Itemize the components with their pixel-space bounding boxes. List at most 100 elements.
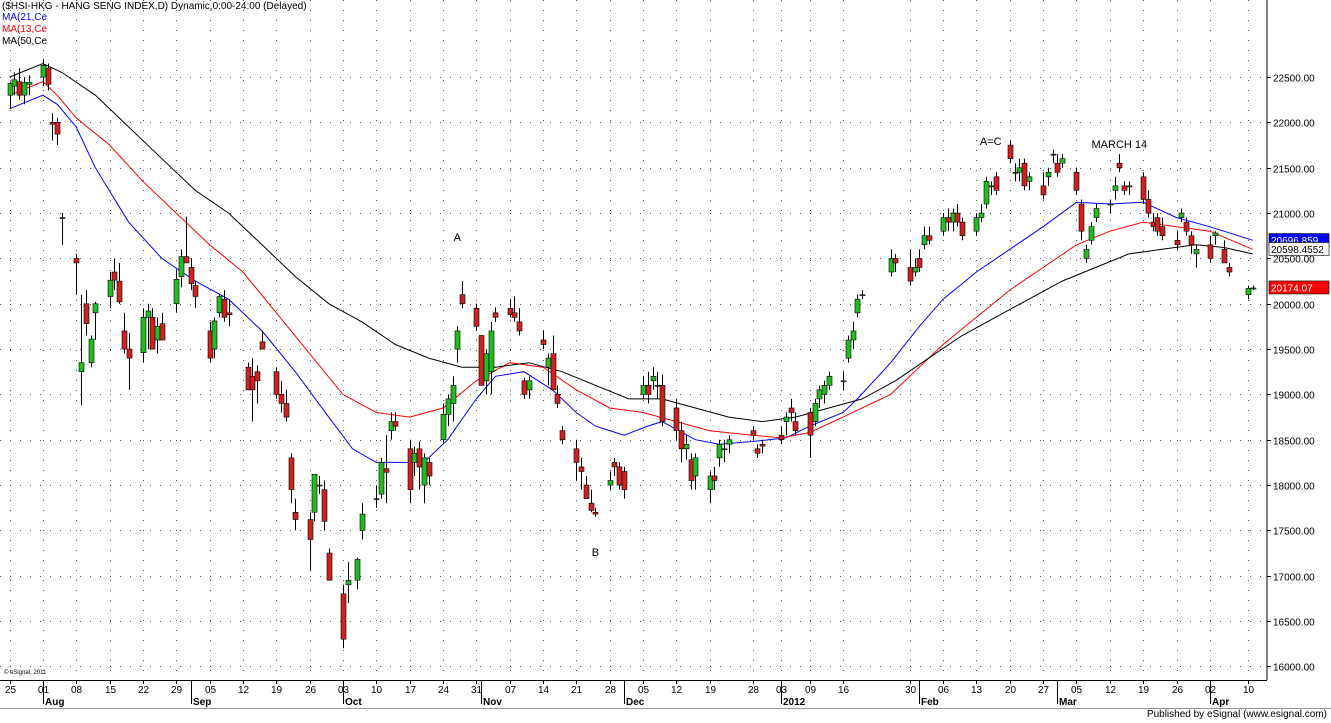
x-tick-label: 28 xyxy=(748,685,760,696)
candle-body xyxy=(1054,162,1061,173)
wave-label-a: A xyxy=(453,232,461,245)
candle-body xyxy=(607,480,614,486)
price-label-text: 20696.859 xyxy=(1271,236,1319,247)
x-tick-label: 26 xyxy=(305,685,317,696)
candle-body xyxy=(145,310,152,318)
candle-body xyxy=(1026,176,1033,182)
candle-body xyxy=(183,256,190,264)
candle-body xyxy=(440,414,447,441)
candle-body xyxy=(188,267,195,285)
candle-body xyxy=(912,267,919,273)
candle-body xyxy=(1059,158,1066,164)
candle-body xyxy=(488,330,495,373)
x-tick-label: 05 xyxy=(1071,685,1083,696)
candle-body xyxy=(88,338,95,363)
candle-body xyxy=(611,462,618,468)
candle-body xyxy=(678,430,685,450)
candle-body xyxy=(707,475,714,490)
candle-body xyxy=(192,285,199,297)
wave-label-b: B xyxy=(591,547,600,560)
candle-body xyxy=(11,79,18,87)
candle-body xyxy=(140,317,147,353)
candle-body xyxy=(7,83,14,96)
candle-body xyxy=(1007,144,1014,159)
wave-label-a-equals-c: A=C xyxy=(979,136,1002,149)
candle-body xyxy=(283,403,290,418)
candle-body xyxy=(326,552,333,581)
x-tick-label: 19 xyxy=(271,685,283,696)
candle-body xyxy=(550,353,557,391)
candle-body xyxy=(278,394,285,404)
candle-body xyxy=(645,385,652,395)
candle-body xyxy=(1140,176,1147,200)
candle-layer xyxy=(7,58,1257,649)
candle-body xyxy=(21,82,28,96)
candle-body xyxy=(1159,226,1166,237)
candle-body xyxy=(321,489,328,522)
candle-body xyxy=(411,453,418,463)
candle-body xyxy=(1093,208,1100,218)
candle-body xyxy=(859,294,866,296)
y-tick-label: 19500.00 xyxy=(1273,346,1315,357)
month-label: Feb xyxy=(921,697,939,708)
footer-bar xyxy=(0,708,1331,723)
x-tick-label: 19 xyxy=(705,685,717,696)
candle-body xyxy=(1145,199,1152,214)
x-tick-label: 12 xyxy=(671,685,683,696)
month-label: Apr xyxy=(1212,697,1229,708)
x-tick-label: 05 xyxy=(638,685,650,696)
candle-body xyxy=(16,81,23,96)
candle-body xyxy=(73,258,80,264)
chart-title: ($HSI-HKG - HANG SENG INDEX,D) Dynamic,0… xyxy=(2,1,307,12)
candle-body xyxy=(216,296,223,314)
candle-body xyxy=(640,385,647,395)
candle-body xyxy=(1154,217,1161,232)
candle-body xyxy=(1112,185,1119,191)
y-tick-label: 18500.00 xyxy=(1273,437,1315,448)
candle-body xyxy=(54,122,61,135)
x-tick-label: 19 xyxy=(1138,685,1150,696)
candle-body xyxy=(750,430,757,436)
candle-body xyxy=(821,385,828,395)
candle-body xyxy=(807,412,814,436)
candle-body xyxy=(473,307,480,327)
x-tick-label: 13 xyxy=(971,685,983,696)
x-tick-label: 12 xyxy=(238,685,250,696)
candle-body xyxy=(226,312,233,315)
x-tick-label: 05 xyxy=(205,685,217,696)
candle-body xyxy=(383,468,390,473)
candle-body xyxy=(959,221,966,237)
candle-body xyxy=(407,448,414,490)
candle-body xyxy=(121,330,128,350)
candle-body xyxy=(149,317,156,350)
candle-body xyxy=(292,511,299,520)
candle-body xyxy=(783,416,790,422)
candle-body xyxy=(1193,249,1200,255)
candle-body xyxy=(711,475,718,481)
candle-body xyxy=(650,375,657,382)
candle-body xyxy=(993,176,1000,191)
candle-body xyxy=(1088,226,1095,241)
candle-body xyxy=(716,443,723,459)
x-tick-label: 07 xyxy=(505,685,517,696)
candle-body xyxy=(83,303,90,324)
candle-body xyxy=(78,362,85,373)
candle-body xyxy=(111,271,118,281)
candle-body xyxy=(726,439,733,445)
candle-body xyxy=(492,312,499,318)
candle-body xyxy=(116,280,123,303)
candle-body xyxy=(892,258,899,264)
candle-body xyxy=(249,375,256,391)
candle-body xyxy=(540,339,547,345)
price-label-box xyxy=(1268,280,1330,295)
candle-body xyxy=(816,389,823,400)
y-tick-label: 21000.00 xyxy=(1273,210,1315,221)
x-tick-label: 25 xyxy=(5,685,17,696)
x-tick-label: 15 xyxy=(105,685,117,696)
candle-body xyxy=(354,559,361,581)
candle-body xyxy=(107,279,114,297)
candle-body xyxy=(554,394,561,404)
candle-body xyxy=(654,385,661,387)
